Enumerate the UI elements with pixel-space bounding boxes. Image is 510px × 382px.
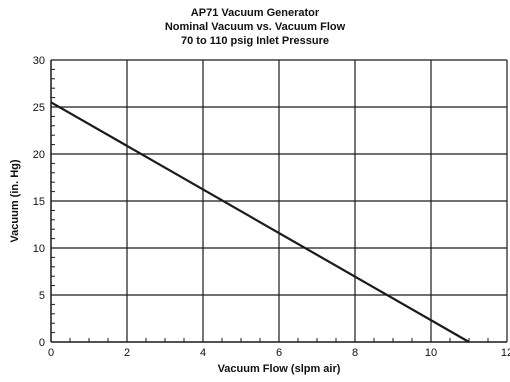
x-tick-label: 6 xyxy=(276,347,282,359)
x-tick-label: 4 xyxy=(200,347,206,359)
series-line-0 xyxy=(50,101,470,343)
x-tick-label: 8 xyxy=(352,347,358,359)
x-tick-label: 10 xyxy=(425,347,437,359)
axes xyxy=(50,60,507,343)
y-tick-label: 5 xyxy=(39,290,45,302)
y-tick-label: 10 xyxy=(33,243,45,255)
grid-lines xyxy=(51,59,508,342)
y-tick-label: 0 xyxy=(39,337,45,349)
chart-title: AP71 Vacuum Generator xyxy=(190,7,320,19)
chart-subtitle-line-1: Nominal Vacuum vs. Vacuum Flow xyxy=(164,21,346,33)
x-tick-label: 0 xyxy=(48,347,54,359)
series-layer xyxy=(50,101,470,343)
y-tick-label: 20 xyxy=(33,149,45,161)
x-tick-label: 12 xyxy=(501,347,510,359)
y-axis-label: Vacuum (in. Hg) xyxy=(9,159,21,242)
y-tick-label: 30 xyxy=(33,55,45,67)
y-tick-label: 15 xyxy=(33,196,45,208)
y-tick-label: 25 xyxy=(33,102,45,114)
x-tick-label: 2 xyxy=(124,347,130,359)
minor-ticks xyxy=(51,68,489,342)
x-axis-label: Vacuum Flow (slpm air) xyxy=(218,363,341,375)
tick-labels: 0 2 4 6 8 10 12 0 5 10 15 20 25 30 xyxy=(33,55,510,359)
chart-subtitle-line-2: 70 to 110 psig Inlet Pressure xyxy=(181,35,329,47)
